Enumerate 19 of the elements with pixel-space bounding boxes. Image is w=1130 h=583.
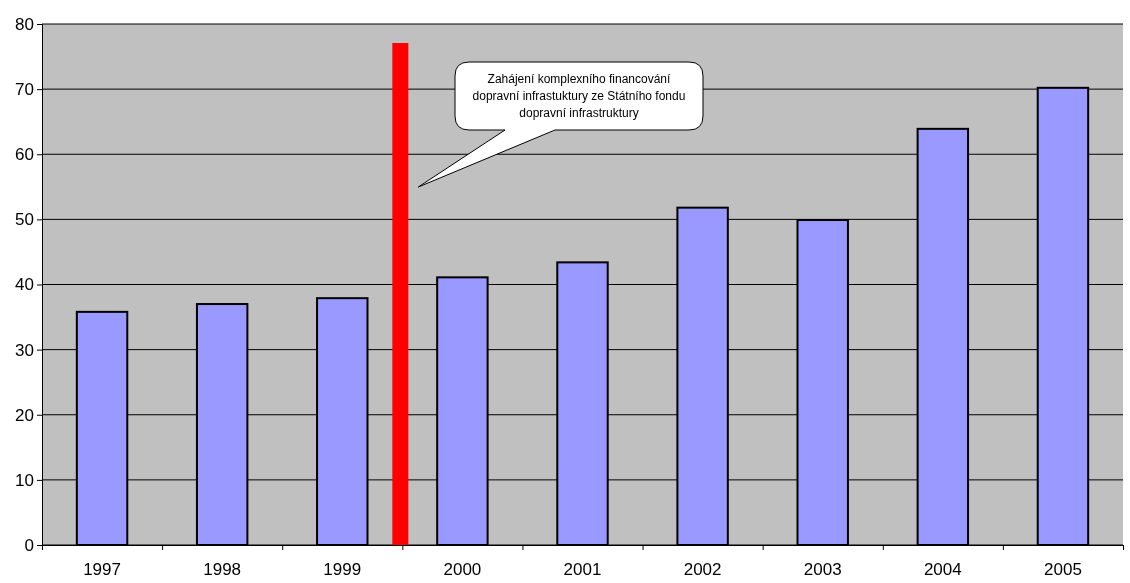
x-tick-label: 1999 <box>323 560 362 579</box>
y-tick-label: 40 <box>15 275 34 295</box>
y-tick-label: 20 <box>15 405 34 425</box>
x-tick-label: 1997 <box>83 560 121 579</box>
x-tick-label: 2001 <box>563 560 602 579</box>
x-tick-label: 2003 <box>803 560 842 579</box>
y-tick-label: 10 <box>15 470 34 490</box>
y-tick-label: 50 <box>15 210 34 230</box>
y-tick-label: 70 <box>15 80 34 100</box>
y-tick-label: 0 <box>24 535 34 555</box>
x-tick-label: 2000 <box>443 560 482 579</box>
x-tick-label: 2004 <box>923 560 962 579</box>
y-tick-label: 80 <box>15 14 34 34</box>
x-tick-label: 1998 <box>203 560 242 579</box>
x-tick-label: 2002 <box>683 560 722 579</box>
y-tick-label: 60 <box>15 145 34 165</box>
annotation: Zahájení komplexního financování dopravní infrastuktury ze Státního fondu dopravní infrastruktury <box>472 72 686 120</box>
x-tick-label: 2005 <box>1044 560 1082 579</box>
y-tick-label: 30 <box>15 340 34 360</box>
